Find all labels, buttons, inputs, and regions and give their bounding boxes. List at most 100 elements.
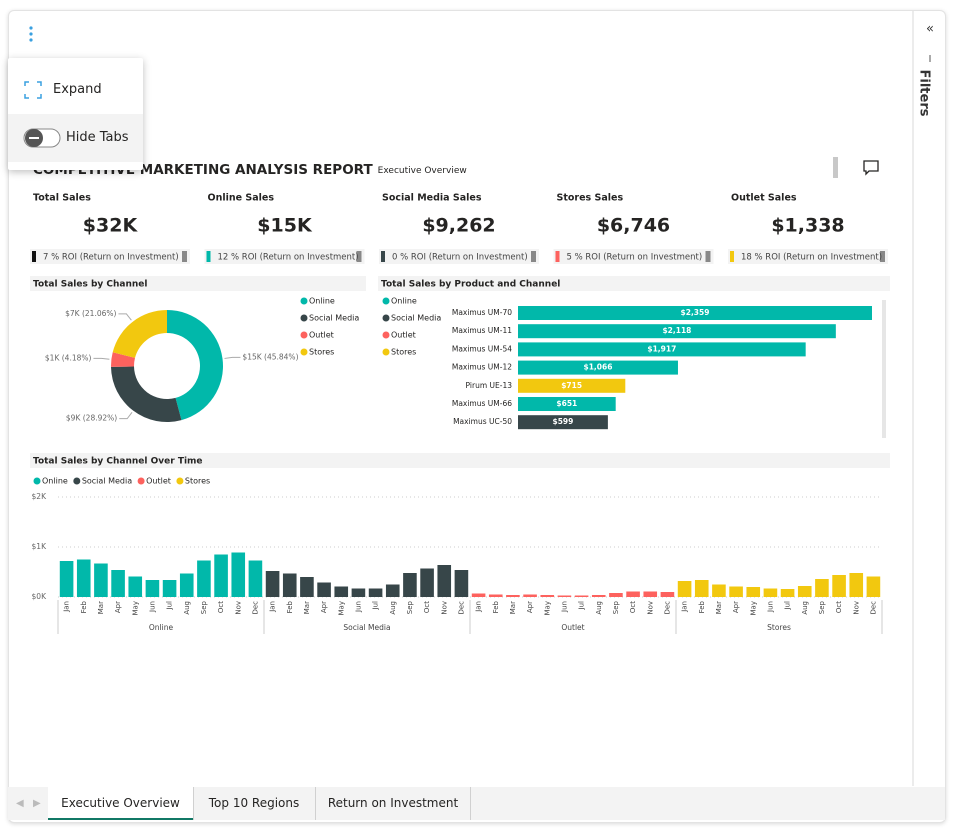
column [214, 554, 228, 597]
column [59, 561, 74, 597]
x-tick-label: Oct [835, 601, 843, 613]
column [454, 570, 469, 597]
column [832, 575, 846, 597]
x-tick-label: Oct [423, 601, 431, 613]
column [506, 595, 520, 597]
x-tick-label: Dec [457, 601, 465, 615]
column [437, 565, 452, 597]
x-tick-label: Feb [80, 600, 88, 613]
kpi-label: Total Sales [33, 193, 91, 204]
x-tick-label: Sep [406, 600, 414, 614]
chart-title: Total Sales by Channel Over Time [33, 457, 203, 467]
x-tick-label: Mar [97, 601, 105, 614]
legend-label: Outlet [146, 477, 171, 486]
legend-swatch [382, 348, 390, 356]
x-tick-label: Jun [560, 601, 568, 613]
column [523, 594, 537, 597]
column [763, 588, 778, 597]
x-tick-label: Jun [766, 601, 774, 613]
legend-swatch [176, 477, 184, 485]
bar-label: Maximus UM-66 [452, 399, 512, 408]
bar [518, 306, 872, 320]
bookmark-icon[interactable] [833, 157, 838, 178]
active-tab-bg [48, 787, 193, 820]
legend-label: Stores [391, 348, 416, 357]
section-header [30, 453, 890, 468]
legend-swatch [73, 477, 81, 485]
legend-label: Stores [185, 477, 210, 486]
x-tick-label: Feb [286, 600, 294, 613]
column [591, 595, 606, 597]
group-label: Social Media [343, 623, 390, 632]
tab[interactable]: Return on Investment [316, 787, 471, 820]
column [574, 595, 589, 597]
roi-marker-end [705, 251, 711, 262]
x-tick-label: Mar [303, 601, 311, 614]
column [231, 552, 246, 597]
roi-strip [204, 249, 365, 264]
legend-label: Social Media [391, 314, 441, 323]
column [368, 588, 383, 597]
more-dot [29, 26, 33, 30]
column [780, 589, 795, 597]
options-menu: Expand Hide Tabs [8, 58, 143, 170]
legend-swatch [300, 314, 308, 322]
x-tick-label: Nov [646, 601, 654, 615]
tab[interactable]: Top 10 Regions [193, 787, 316, 820]
x-tick-label: Sep [200, 600, 208, 614]
chart-title: Total Sales by Product and Channel [381, 280, 560, 290]
collapse-icon[interactable]: « [926, 22, 934, 37]
column [540, 595, 555, 597]
menu-label: Hide Tabs [66, 130, 129, 145]
tab[interactable]: Executive Overview [48, 787, 194, 820]
legend-swatch [300, 331, 308, 339]
roi-marker-end [182, 251, 187, 262]
data-label: $599 [553, 417, 574, 426]
column [265, 571, 280, 597]
menu-item[interactable]: Expand [8, 66, 143, 114]
kpi-value: $9,262 [422, 215, 495, 237]
data-label: $9K (28.92%) [66, 414, 117, 423]
x-tick-label: Oct [629, 601, 637, 613]
legend-swatch [382, 331, 390, 339]
column [162, 580, 177, 597]
leader-line [118, 313, 132, 321]
scrollbar [882, 300, 886, 438]
x-tick-label: Jun [354, 601, 362, 613]
more-dot [29, 32, 33, 36]
legend-label: Online [391, 297, 417, 306]
bar [518, 342, 806, 357]
x-tick-label: Nov [234, 601, 242, 615]
column [197, 560, 211, 597]
roi-marker-end [880, 251, 885, 262]
x-tick-label: Apr [320, 601, 328, 613]
filters-label[interactable]: Filters [917, 70, 932, 117]
bar-label: Maximus UC-50 [453, 417, 512, 426]
menu-item[interactable]: Hide Tabs [8, 114, 143, 162]
x-tick-label: Jan [681, 601, 689, 613]
roi-strip [379, 249, 539, 264]
legend-label: Outlet [309, 331, 334, 340]
column [849, 573, 864, 597]
column [111, 570, 125, 597]
bar [518, 360, 678, 375]
column [660, 592, 675, 597]
donut-slice [111, 366, 182, 422]
y-tick-label: $2K [32, 492, 48, 501]
comment-icon[interactable] [863, 160, 879, 176]
data-label: $651 [556, 399, 577, 408]
y-tick-label: $1K [32, 542, 48, 551]
roi-text: 0 % ROI (Return on Investment) [392, 253, 528, 263]
column [420, 568, 434, 597]
roi-strip [30, 249, 190, 264]
column [300, 577, 314, 597]
x-tick-label: Aug [183, 601, 191, 615]
x-tick-label: Sep [612, 600, 620, 614]
prev-arrow[interactable]: ◀ [16, 798, 24, 809]
more-dot [29, 38, 33, 42]
next-arrow[interactable]: ▶ [33, 798, 41, 809]
bar-label: Pirum UE-13 [466, 381, 513, 390]
kpi-value: $15K [257, 215, 313, 237]
data-label: $15K (45.84%) [242, 352, 298, 361]
